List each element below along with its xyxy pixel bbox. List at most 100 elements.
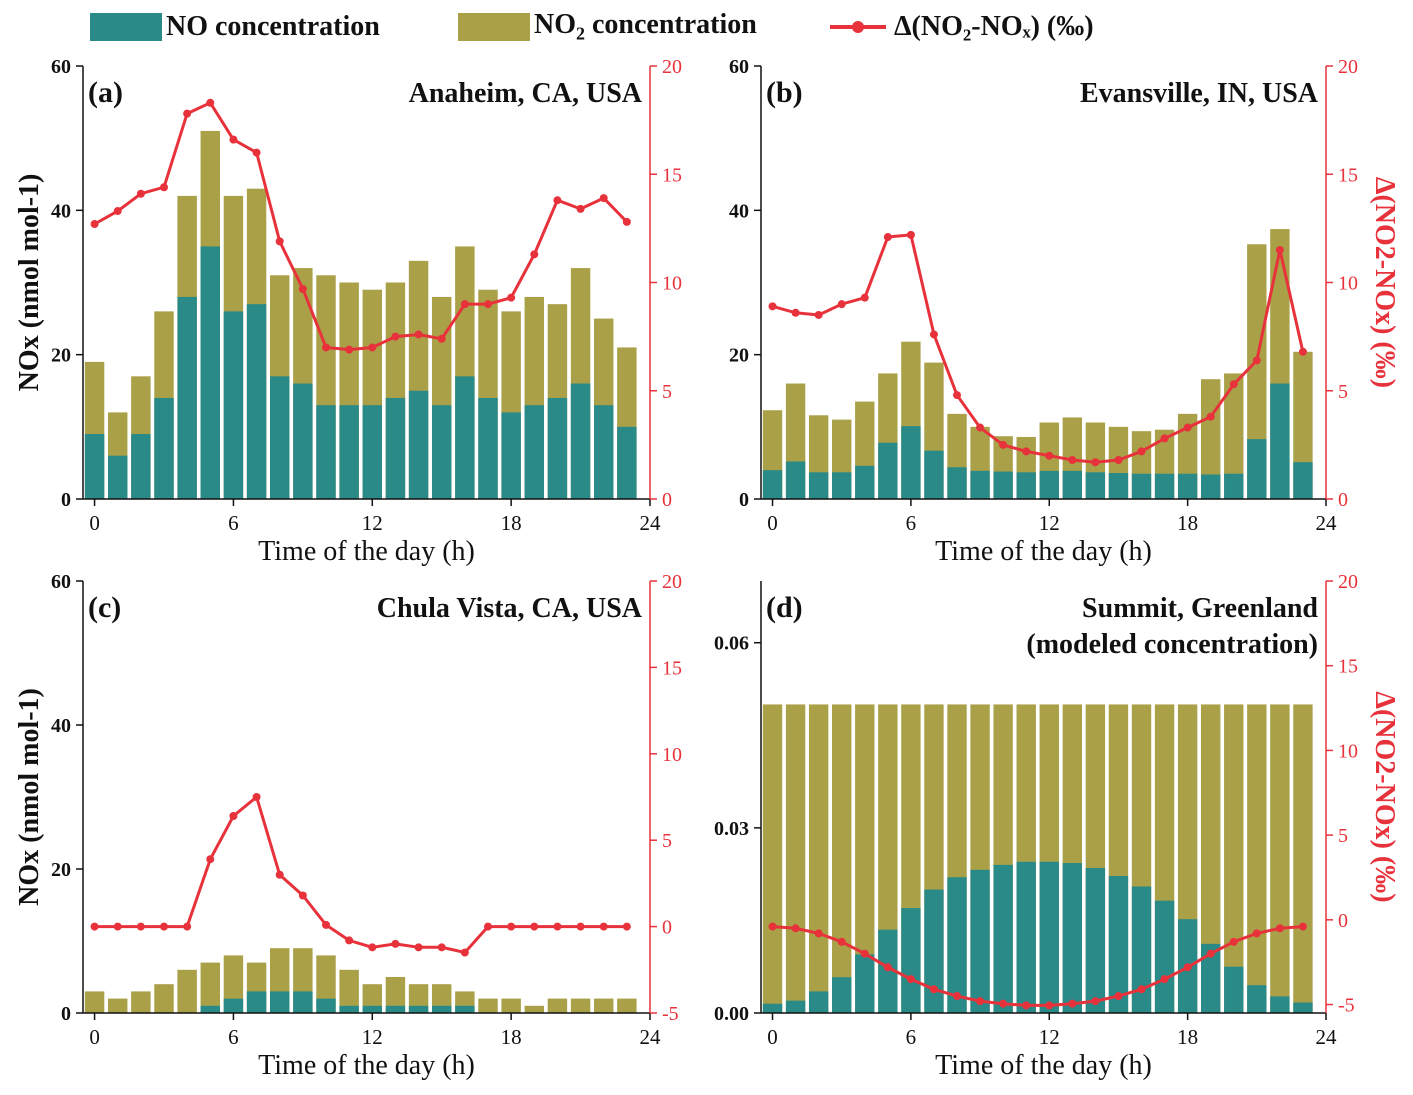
- delta-line: [93, 100, 628, 352]
- delta-line: [772, 233, 1305, 464]
- delta-point: [929, 985, 938, 994]
- y-tick-label: 0: [61, 489, 71, 511]
- x-tick-label: 12: [1039, 1025, 1060, 1049]
- y-tick-label: 60: [729, 56, 749, 78]
- bar-no: [154, 397, 174, 499]
- bar-no: [762, 470, 783, 499]
- legend-label-no2-rest: concentration: [585, 9, 757, 41]
- delta-point: [507, 922, 516, 931]
- panel-label: (c): [88, 591, 121, 624]
- bar-no2: [617, 998, 637, 1013]
- bar-no: [501, 412, 521, 499]
- y2-tick-label: 10: [662, 273, 682, 295]
- y-tick-label: 40: [729, 200, 749, 222]
- y-tick-label: 20: [51, 859, 71, 881]
- x-tick-label: 0: [89, 511, 100, 535]
- bar-no: [1062, 470, 1083, 499]
- y2-tick-label: 15: [1338, 164, 1358, 186]
- y2-tick-label: 15: [662, 164, 682, 186]
- bar-no2: [855, 704, 875, 1013]
- y2-tick-label: 10: [1338, 273, 1358, 295]
- delta-point: [90, 922, 99, 931]
- x-tick-label: 18: [501, 511, 522, 535]
- bar-no: [223, 311, 244, 499]
- delta-point: [1137, 447, 1146, 456]
- bar-no: [269, 376, 290, 499]
- bar-no: [1224, 473, 1244, 499]
- bar-no: [362, 405, 383, 499]
- y2-tick-label: 10: [662, 744, 682, 766]
- delta-point: [1275, 246, 1284, 255]
- bar-no2: [1247, 244, 1267, 499]
- delta-point: [391, 332, 400, 341]
- panel-label: (b): [766, 76, 803, 109]
- delta-point: [553, 922, 562, 931]
- delta-point: [1068, 456, 1077, 465]
- delta-point: [1298, 347, 1307, 356]
- bar-no: [455, 1005, 475, 1013]
- delta-point: [837, 937, 846, 946]
- bar-no: [1039, 470, 1059, 499]
- panel-d: 0 6 12 18 24 0.00 0.03 0.06 -5 0 5 10 15 20 Time of th…: [714, 571, 1400, 1081]
- bar-no: [408, 1005, 429, 1013]
- bar-no: [362, 1005, 383, 1013]
- bar-no: [547, 397, 568, 499]
- panel-c: 0 6 12 18 24 0 20 40 60 -5 0 5 10 15 20 Time of the day…: [14, 571, 682, 1081]
- bar-no2: [501, 998, 521, 1013]
- bar-no: [1131, 886, 1152, 1013]
- bar-no: [1293, 1002, 1313, 1013]
- y2-tick-label: -5: [662, 1003, 679, 1025]
- bar-no: [970, 470, 990, 499]
- legend-label-no2-sub: 2: [576, 23, 585, 44]
- y2-tick-label: 20: [662, 56, 682, 78]
- bar-no2: [1224, 373, 1244, 499]
- x-axis-label: Time of the day (h): [258, 536, 475, 567]
- delta-point: [999, 440, 1008, 449]
- bar-no: [200, 1005, 221, 1013]
- bar-no: [246, 991, 267, 1013]
- y-tick-label: 20: [729, 345, 749, 367]
- delta-point: [183, 109, 192, 118]
- x-tick-label: 6: [906, 511, 917, 535]
- delta-point: [252, 148, 261, 157]
- panel-title: Anaheim, CA, USA: [409, 78, 643, 109]
- bar-no: [993, 864, 1013, 1013]
- legend-label-delta: Δ(NO₂-NOₓ) (‰): [894, 11, 1094, 42]
- y2-tick-label: 15: [662, 657, 682, 679]
- x-axis-label: Time of the day (h): [935, 1050, 1152, 1081]
- bar-no: [1270, 383, 1290, 499]
- x-tick-label: 12: [362, 1025, 383, 1049]
- delta-point: [1022, 1001, 1031, 1010]
- delta-point: [206, 98, 215, 107]
- bar-no2: [1293, 704, 1313, 1013]
- delta-point: [298, 891, 307, 900]
- y2-tick-label: 20: [1338, 571, 1358, 593]
- bar-no: [785, 1000, 806, 1013]
- panel-label: (a): [88, 76, 123, 109]
- delta-point: [206, 855, 215, 864]
- bar-no2: [339, 969, 359, 1013]
- y-axis-label: NOx (nmol mol-1): [14, 174, 45, 392]
- delta-point: [229, 135, 238, 144]
- bar-no2: [1270, 704, 1290, 1013]
- bar-no2: [593, 998, 614, 1013]
- x-tick-label: 0: [767, 511, 778, 535]
- delta-point: [1183, 423, 1192, 432]
- bar-no: [223, 998, 244, 1013]
- bar-no2: [785, 704, 806, 1013]
- bar-no: [855, 465, 875, 499]
- delta-point: [414, 330, 423, 339]
- y2-tick-label: 20: [662, 571, 682, 593]
- delta-point: [622, 922, 631, 931]
- panel-title: Summit, Greenland: [1082, 593, 1318, 624]
- bar-no: [1085, 472, 1106, 499]
- delta-point: [576, 922, 585, 931]
- delta-point: [929, 330, 938, 339]
- y2-tick-label: 15: [1338, 656, 1358, 678]
- y-tick-label: 60: [51, 56, 71, 78]
- bar-no2: [177, 969, 197, 1013]
- bar-no2: [808, 704, 829, 1013]
- delta-point: [160, 922, 168, 931]
- y-axis-label: NOx (nmol mol-1): [14, 688, 45, 906]
- bar-no2: [131, 991, 151, 1013]
